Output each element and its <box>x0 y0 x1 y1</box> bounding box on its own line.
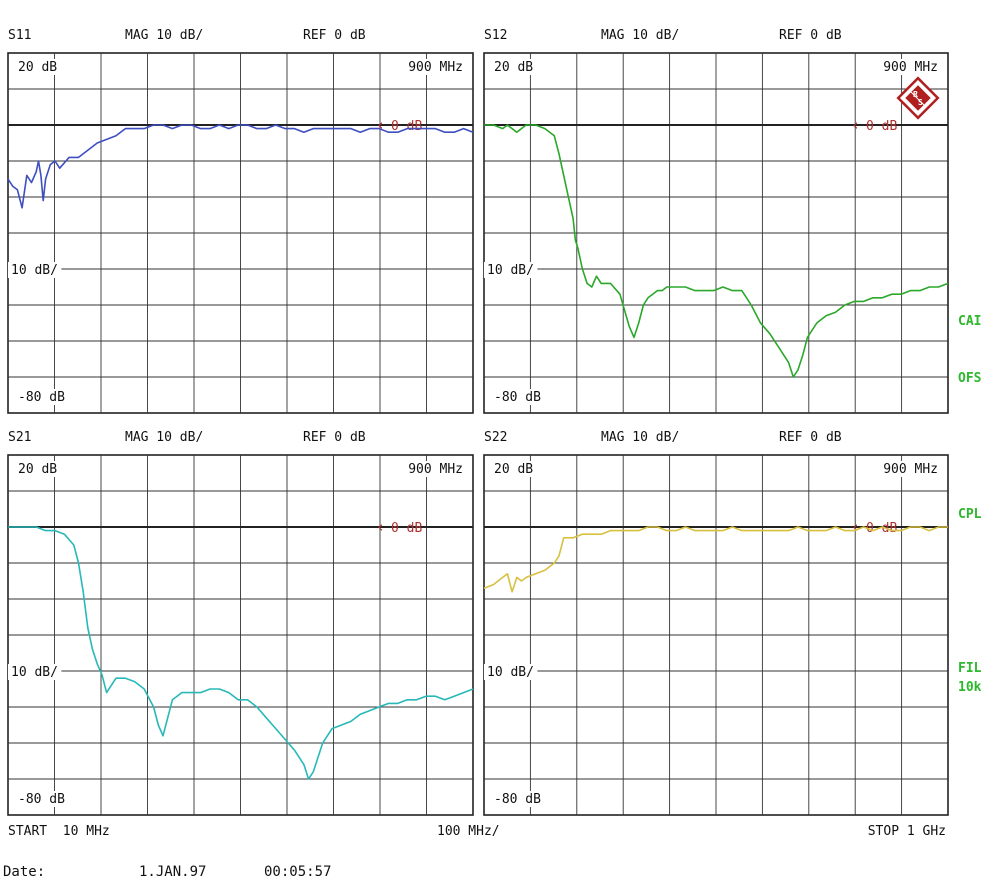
top-scale-label: 20 dB <box>494 462 533 477</box>
fil-label: FIL <box>958 661 982 676</box>
reference-marker-label: 0 dB <box>391 119 422 134</box>
reference-marker-label: 0 dB <box>866 119 897 134</box>
reference-marker-label: 0 dB <box>391 521 422 536</box>
date-label: Date: <box>3 864 45 880</box>
division-scale-label: 10 dB/ <box>487 263 534 278</box>
panel-s12: S12 MAG 10 dB/ REF 0 dB 20 dB 10 dB/ -80… <box>483 28 949 414</box>
cai-label: CAI <box>958 314 981 329</box>
trace-s12 <box>484 124 949 378</box>
bottom-scale-label: -80 dB <box>18 390 65 405</box>
top-scale-label: 20 dB <box>18 60 57 75</box>
frequency-marker-label: 900 MHz <box>883 462 938 477</box>
bottom-scale-label: -80 dB <box>18 792 65 807</box>
division-scale-label: 10 dB/ <box>11 665 58 680</box>
cpl-label: CPL <box>958 507 982 522</box>
trace-s11 <box>7 124 474 209</box>
mag-label: MAG 10 dB/ <box>601 28 679 43</box>
division-scale-label: 10 dB/ <box>11 263 58 278</box>
frequency-marker-label: 900 MHz <box>408 462 463 477</box>
mag-label: MAG 10 dB/ <box>125 28 203 43</box>
reference-marker: ‹ 0 dB <box>376 116 422 134</box>
mag-label: MAG 10 dB/ <box>125 430 203 445</box>
param-label: S11 <box>8 28 31 43</box>
span-label: 100 MHz/ <box>437 824 500 839</box>
grid <box>8 455 473 815</box>
ref-label: REF 0 dB <box>779 28 842 43</box>
bottom-scale-label: -80 dB <box>494 390 541 405</box>
ofs-label: OFS <box>958 371 982 386</box>
svg-text:R: R <box>913 90 918 99</box>
panel-s11: S11 MAG 10 dB/ REF 0 dB 20 dB 10 dB/ -80… <box>7 28 474 414</box>
ref-label: REF 0 dB <box>779 430 842 445</box>
trace-s22 <box>483 526 948 593</box>
ref-label: REF 0 dB <box>303 28 366 43</box>
grid <box>484 53 948 413</box>
reference-arrow-icon: ‹ <box>376 116 385 134</box>
reference-arrow-icon: ‹ <box>851 116 860 134</box>
panel-s21: S21 MAG 10 dB/ REF 0 dB 20 dB 10 dB/ -80… <box>7 430 474 816</box>
top-scale-label: 20 dB <box>18 462 57 477</box>
frequency-marker-label: 900 MHz <box>883 60 938 75</box>
ref-label: REF 0 dB <box>303 430 366 445</box>
svg-text:S: S <box>918 98 923 107</box>
reference-marker-label: 0 dB <box>866 521 897 536</box>
panel-s22: S22 MAG 10 dB/ REF 0 dB 20 dB 10 dB/ -80… <box>483 430 949 816</box>
grid <box>8 53 473 413</box>
top-scale-label: 20 dB <box>494 60 533 75</box>
mag-label: MAG 10 dB/ <box>601 430 679 445</box>
param-label: S22 <box>484 430 507 445</box>
stop-frequency-label: STOP 1 GHz <box>868 824 946 839</box>
bandwidth-label: 10k <box>958 680 982 695</box>
reference-marker: ‹ 0 dB <box>376 518 422 536</box>
rohde-schwarz-logo-icon: R S <box>896 76 940 120</box>
time-value: 00:05:57 <box>264 864 331 880</box>
frequency-marker-label: 900 MHz <box>408 60 463 75</box>
bottom-scale-label: -80 dB <box>494 792 541 807</box>
param-label: S21 <box>8 430 31 445</box>
param-label: S12 <box>484 28 507 43</box>
start-frequency-label: START 10 MHz <box>8 824 110 839</box>
reference-marker: ‹ 0 dB <box>851 518 897 536</box>
footer: START 10 MHz 100 MHz/ STOP 1 GHz Date: 1… <box>3 824 946 880</box>
reference-arrow-icon: ‹ <box>851 518 860 536</box>
reference-arrow-icon: ‹ <box>376 518 385 536</box>
division-scale-label: 10 dB/ <box>487 665 534 680</box>
side-labels: CAI OFS CPL FIL 10k <box>958 314 982 695</box>
grid <box>484 455 948 815</box>
reference-marker: ‹ 0 dB <box>851 116 897 134</box>
trace-s21 <box>8 526 474 780</box>
date-value: 1.JAN.97 <box>139 864 206 880</box>
